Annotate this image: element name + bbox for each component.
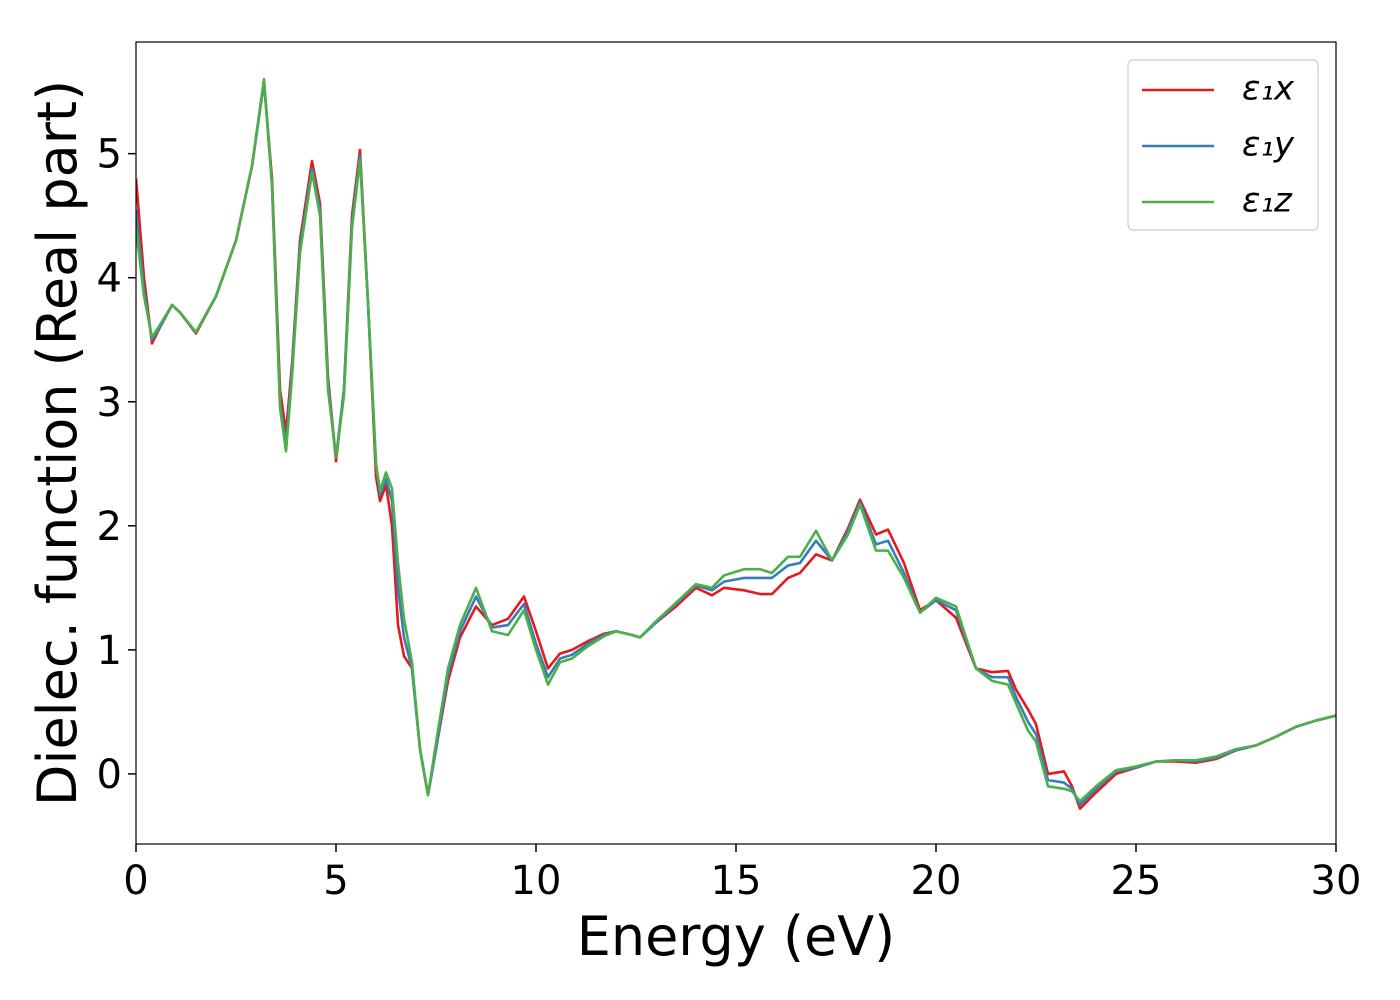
- y-tick-label: 5: [97, 132, 122, 178]
- x-tick-label: 25: [1111, 858, 1162, 904]
- legend-label: ε₁y: [1242, 125, 1295, 165]
- x-tick-label: 30: [1311, 858, 1362, 904]
- y-tick-label: 4: [97, 256, 122, 302]
- legend-label: ε₁x: [1242, 69, 1295, 109]
- series-line: [136, 77, 1336, 803]
- x-axis-label: Energy (eV): [577, 905, 896, 968]
- y-tick-label: 0: [97, 752, 122, 798]
- y-tick-label: 1: [97, 628, 122, 674]
- y-tick-label: 3: [97, 380, 122, 426]
- y-tick-label: 2: [97, 504, 122, 550]
- x-tick-label: 20: [911, 858, 962, 904]
- x-tick-label: 0: [123, 858, 148, 904]
- x-tick-label: 10: [511, 858, 562, 904]
- legend-box: [1127, 59, 1319, 231]
- plot-frame: [135, 41, 1337, 845]
- legend-label: ε₁z: [1242, 181, 1293, 221]
- y-axis-label: Dielec. function (Real part): [26, 80, 89, 806]
- x-tick-label: 15: [711, 858, 762, 904]
- x-tick-label: 5: [323, 858, 348, 904]
